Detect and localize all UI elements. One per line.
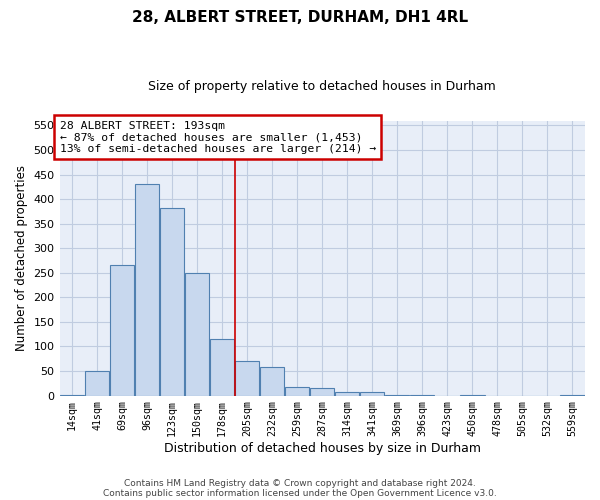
Bar (210, 339, 235, 396)
Bar (235, 361, 259, 396)
Bar (60, 394, 84, 396)
Title: Size of property relative to detached houses in Durham: Size of property relative to detached ho… (148, 80, 496, 93)
Bar (360, 392, 385, 396)
Bar (85, 371, 109, 396)
Bar (335, 392, 359, 396)
Bar (410, 394, 434, 396)
Bar (185, 273, 209, 396)
Bar (260, 367, 284, 396)
Bar (110, 266, 134, 396)
Bar (385, 394, 409, 396)
X-axis label: Distribution of detached houses by size in Durham: Distribution of detached houses by size … (164, 442, 481, 455)
Bar (560, 394, 584, 396)
Bar (310, 388, 334, 396)
Text: 28 ALBERT STREET: 193sqm
← 87% of detached houses are smaller (1,453)
13% of sem: 28 ALBERT STREET: 193sqm ← 87% of detach… (59, 120, 376, 154)
Bar (135, 184, 159, 396)
Text: Contains HM Land Registry data © Crown copyright and database right 2024.: Contains HM Land Registry data © Crown c… (124, 478, 476, 488)
Text: 28, ALBERT STREET, DURHAM, DH1 4RL: 28, ALBERT STREET, DURHAM, DH1 4RL (132, 10, 468, 25)
Y-axis label: Number of detached properties: Number of detached properties (15, 165, 28, 351)
Bar (460, 394, 485, 396)
Text: Contains public sector information licensed under the Open Government Licence v3: Contains public sector information licen… (103, 488, 497, 498)
Bar (285, 387, 310, 396)
Bar (160, 208, 184, 396)
